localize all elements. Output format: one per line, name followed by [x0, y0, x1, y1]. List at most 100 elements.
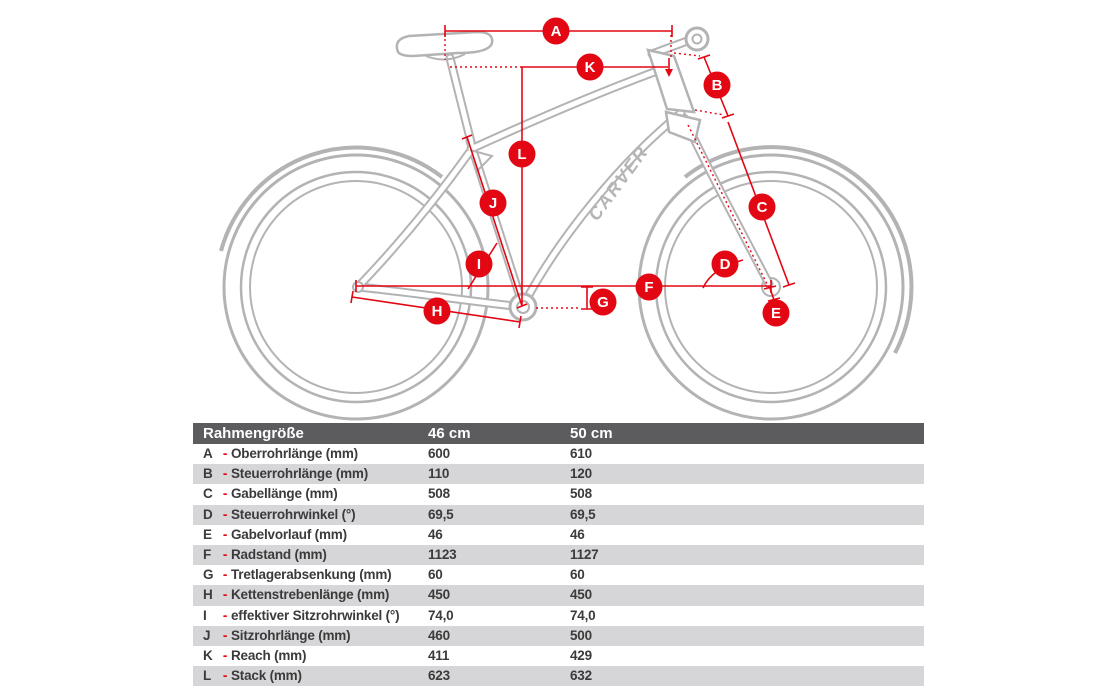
row-label-cell: L - Stack (mm) — [193, 666, 428, 686]
brand-logo: CARVER — [584, 142, 652, 225]
row-letter: J — [203, 627, 211, 643]
table-row-a: A - Oberrohrlänge (mm) 600 610 — [193, 444, 924, 464]
rear-fender — [219, 145, 444, 252]
row-label-cell: K - Reach (mm) — [193, 646, 428, 666]
handlebar-grip-center — [691, 33, 703, 45]
dim-marker-c — [748, 193, 776, 221]
header-frame-size: Rahmengröße — [203, 425, 304, 442]
row-letter: G — [203, 567, 214, 583]
row-value-50: 508 — [570, 486, 592, 502]
header-size-50: 50 cm — [570, 425, 613, 442]
row-label-cell: H - Kettenstrebenlänge (mm) — [193, 585, 428, 605]
dim-line-j — [461, 134, 528, 309]
dim-marker-letter-l: L — [517, 146, 526, 163]
dim-arrow-k — [665, 69, 673, 77]
dim-marker-l — [508, 140, 536, 168]
row-value-50: 610 — [570, 446, 592, 461]
row-dash: - — [222, 546, 228, 562]
row-letter: D — [203, 506, 213, 522]
rear-dropout — [352, 281, 364, 293]
row-value-46: 60 — [428, 567, 443, 583]
dim-marker-i — [465, 250, 493, 278]
row-value-46: 450 — [428, 587, 450, 603]
geometry-table: Rahmengröße 46 cm 50 cm A - Oberrohrlänge … — [193, 423, 924, 687]
rear-wheel — [222, 153, 490, 421]
dim-marker-d — [711, 250, 739, 278]
row-letter: H — [203, 587, 213, 603]
row-label: Gabelvorlauf (mm) — [231, 526, 347, 542]
table-row-f: F - Radstand (mm) 1123 1127 — [193, 544, 924, 566]
table-row-g: G - Tretlagerabsenkung (mm) 60 60 — [193, 565, 924, 585]
row-label: Tretlagerabsenkung (mm) — [231, 567, 392, 583]
row-dash: - — [222, 506, 228, 522]
dim-marker-letter-i: I — [477, 256, 481, 273]
table-row-e: E - Gabelvorlauf (mm) 46 46 — [193, 525, 924, 545]
row-label-cell: F - Radstand (mm) — [193, 545, 428, 565]
row-value-50: 74,0 — [570, 607, 596, 623]
row-value-50: 632 — [570, 668, 592, 684]
dim-marker-letter-d: D — [720, 256, 731, 273]
row-label-cell: A - Oberrohrlänge (mm) — [193, 444, 428, 464]
table-header: Rahmengröße 46 cm 50 cm — [193, 423, 924, 444]
dim-marker-e — [762, 299, 790, 327]
row-letter: B — [203, 466, 213, 482]
table-row-b: B - Steuerrohrlänge (mm) 110 120 — [193, 464, 924, 485]
dim-line-g — [581, 286, 593, 310]
dim-marker-letter-h: H — [432, 303, 443, 320]
table-body: A - Oberrohrlänge (mm) 600 610 B - Steuerroh… — [193, 444, 924, 687]
table-row-i: I - effektiver Sitzrohrwinkel (°) 74,0 74,… — [193, 606, 924, 626]
row-label: Radstand (mm) — [231, 546, 327, 562]
dim-marker-letter-c: C — [757, 199, 768, 216]
row-value-46: 411 — [428, 647, 450, 663]
row-dash: - — [222, 607, 228, 623]
row-label-cell: D - Steuerrohrwinkel (°) — [193, 505, 428, 525]
seat-cluster-gusset — [469, 149, 494, 173]
head-tube — [646, 48, 696, 114]
dim-marker-letter-g: G — [597, 294, 609, 311]
row-dash: - — [222, 526, 228, 542]
row-label-cell: G - Tretlagerabsenkung (mm) — [193, 565, 428, 585]
dim-marker-j — [479, 189, 507, 217]
dim-marker-letter-b: B — [712, 77, 723, 94]
row-letter: C — [203, 486, 213, 502]
dim-axis-d — [687, 124, 774, 297]
dim-leader-b — [673, 52, 725, 116]
row-label: Oberrohrlänge (mm) — [231, 446, 358, 461]
dim-marker-g — [589, 288, 617, 316]
row-value-50: 60 — [570, 567, 585, 583]
row-value-46: 110 — [428, 466, 450, 482]
table-row-k: K - Reach (mm) 411 429 — [193, 646, 924, 666]
row-label: Steuerrohrwinkel (°) — [231, 506, 356, 522]
dim-marker-a — [542, 17, 570, 45]
dimension-lines: A B C D E F G H I J K L — [350, 17, 796, 329]
row-value-50: 120 — [570, 466, 592, 482]
dim-marker-letter-a: A — [551, 23, 562, 40]
dim-marker-letter-j: J — [489, 195, 497, 212]
row-label-cell: B - Steuerrohrlänge (mm) — [193, 464, 428, 484]
row-dash: - — [222, 647, 228, 663]
row-value-46: 600 — [428, 446, 450, 461]
row-label-cell: C - Gabellänge (mm) — [193, 484, 428, 504]
table-row-d: D - Steuerrohrwinkel (°) 69,5 69,5 — [193, 504, 924, 525]
bike-drawing: CARVER — [219, 26, 914, 421]
dim-marker-letter-k: K — [585, 59, 596, 76]
row-value-46: 74,0 — [428, 607, 454, 623]
row-label-cell: J - Sitzrohrlänge (mm) — [193, 626, 428, 646]
row-label-cell: E - Gabelvorlauf (mm) — [193, 525, 428, 545]
row-dash: - — [222, 587, 228, 603]
row-value-46: 460 — [428, 627, 450, 643]
row-value-46: 623 — [428, 668, 450, 684]
dim-marker-k — [576, 53, 604, 81]
row-dash: - — [222, 627, 228, 643]
row-label: effektiver Sitzrohrwinkel (°) — [231, 607, 400, 623]
row-value-46: 1123 — [428, 546, 457, 562]
dim-marker-letter-e: E — [771, 305, 781, 322]
header-size-46: 46 cm — [428, 425, 471, 442]
row-letter: E — [203, 526, 212, 542]
row-dash: - — [222, 446, 228, 461]
row-value-46: 69,5 — [428, 506, 454, 522]
dim-marker-f — [635, 273, 663, 301]
dim-line-e — [763, 285, 781, 302]
row-value-50: 500 — [570, 627, 592, 643]
fork-crown — [664, 110, 702, 144]
